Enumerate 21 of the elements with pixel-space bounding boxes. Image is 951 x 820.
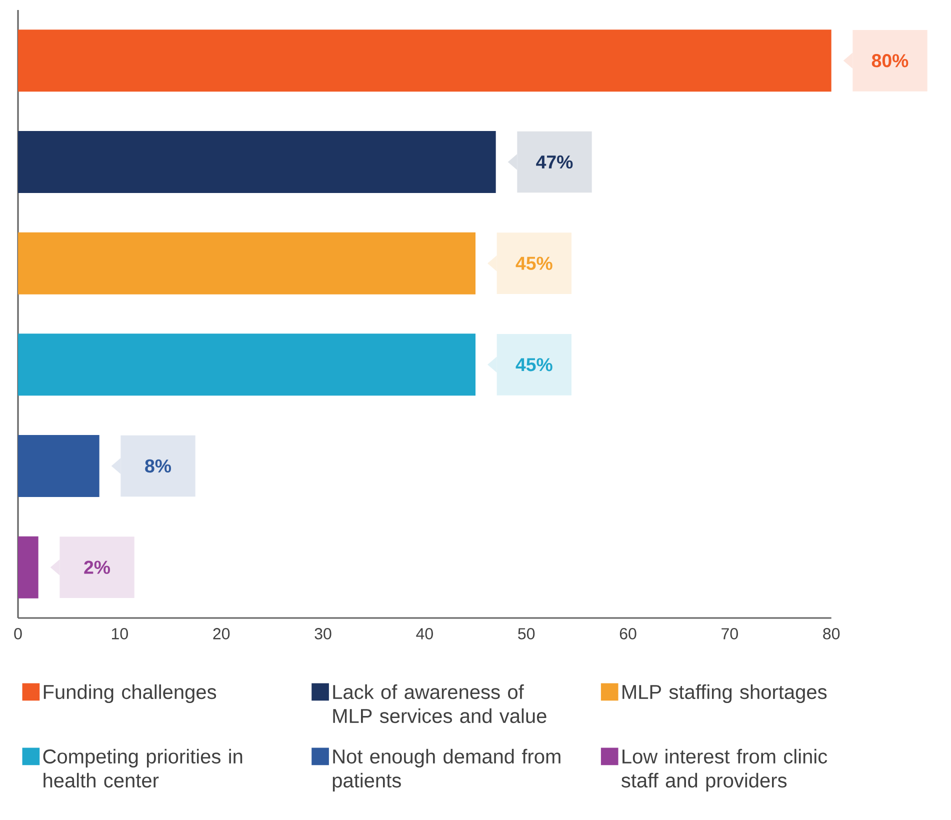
x-tick-label: 70 [722,628,738,640]
x-tick-label: 80 [823,628,840,640]
data-label: 80% [872,54,908,68]
x-tick-label: 50 [518,628,535,640]
legend-label: MLP staffing shortages [622,684,827,704]
x-tick-label: 0 [14,628,22,640]
legend-label: Low interest from clinic staff and providers [621,748,828,792]
legend-label: Competing priorities in health center [43,748,242,788]
x-tick-label: 40 [416,628,433,640]
data-label: 47% [536,155,573,169]
data-label: 45% [516,256,552,270]
legend-label: Not enough demand from patients [332,748,560,792]
data-label: 45% [516,358,552,372]
x-tick-label: 60 [620,628,636,640]
data-label: 8% [145,459,171,473]
x-tick-label: 20 [213,628,230,640]
x-tick-label: 30 [314,628,332,640]
legend-label: Lack of awareness of MLP services and value [333,684,546,724]
legend-label: Funding challenges [44,684,216,704]
x-tick-label: 10 [112,628,128,640]
data-label: 2% [84,560,110,574]
